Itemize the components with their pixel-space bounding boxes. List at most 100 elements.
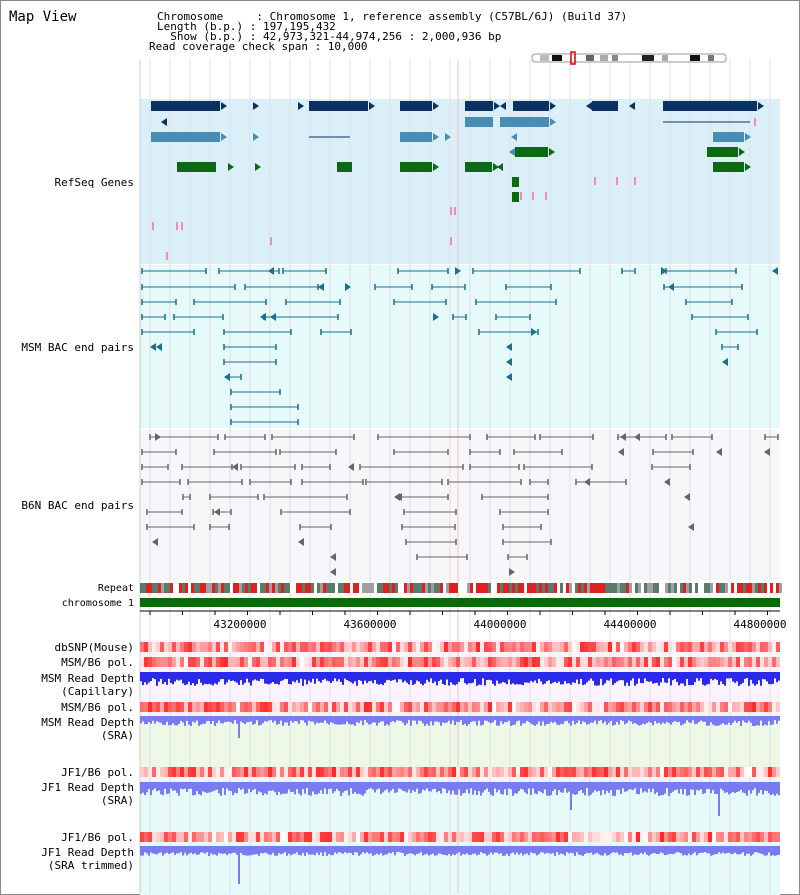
strand-arrow[interactable] — [214, 508, 220, 516]
strand-arrow[interactable] — [500, 102, 506, 110]
ideogram-band[interactable] — [552, 55, 562, 61]
gene-feature[interactable] — [513, 101, 549, 111]
gene-feature[interactable] — [400, 101, 432, 111]
strand-arrow[interactable] — [664, 478, 670, 486]
gene-tick-mark[interactable] — [166, 252, 168, 260]
gene-strand-arrow[interactable] — [433, 163, 439, 171]
strand-arrow[interactable] — [260, 313, 266, 321]
gene-feature[interactable] — [309, 101, 368, 111]
strand-arrow[interactable] — [396, 493, 402, 501]
strand-arrow[interactable] — [330, 553, 336, 561]
gene-feature[interactable] — [707, 147, 738, 157]
gene-tick-mark[interactable] — [545, 192, 547, 200]
strand-arrow[interactable] — [634, 433, 640, 441]
gene-feature[interactable] — [337, 162, 352, 172]
strand-arrow[interactable] — [716, 448, 722, 456]
gene-strand-arrow[interactable] — [221, 133, 227, 141]
strand-arrow[interactable] — [629, 102, 635, 110]
gene-feature[interactable] — [465, 162, 492, 172]
strand-arrow[interactable] — [268, 267, 274, 275]
ideogram-band[interactable] — [662, 55, 668, 61]
gene-strand-arrow[interactable] — [433, 133, 439, 141]
ideogram-band[interactable] — [708, 55, 714, 61]
ideogram-outline[interactable] — [531, 53, 727, 63]
strand-arrow[interactable] — [455, 267, 461, 275]
gene-tick-mark[interactable] — [450, 207, 452, 215]
gene-feature[interactable] — [400, 132, 432, 142]
gene-feature[interactable] — [713, 162, 744, 172]
gene-feature[interactable] — [465, 117, 493, 127]
strand-arrow[interactable] — [298, 538, 304, 546]
gene-tick-mark[interactable] — [181, 222, 183, 230]
strand-arrow[interactable] — [253, 133, 259, 141]
ideogram-band[interactable] — [690, 55, 700, 61]
gene-tick-mark[interactable] — [270, 237, 272, 245]
gene-tick-mark[interactable] — [532, 192, 534, 200]
strand-arrow[interactable] — [509, 148, 515, 156]
strand-arrow[interactable] — [772, 267, 778, 275]
gene-strand-arrow[interactable] — [549, 148, 555, 156]
strand-arrow[interactable] — [156, 343, 162, 351]
strand-arrow[interactable] — [270, 313, 276, 321]
gene-tick-mark[interactable] — [634, 177, 636, 185]
gene-tick-mark[interactable] — [754, 118, 756, 126]
strand-arrow[interactable] — [506, 358, 512, 366]
strand-arrow[interactable] — [348, 463, 354, 471]
gene-tick-mark[interactable] — [152, 222, 154, 230]
strand-arrow[interactable] — [253, 102, 259, 110]
strand-arrow[interactable] — [228, 163, 234, 171]
gene-strand-arrow[interactable] — [494, 102, 500, 110]
strand-arrow[interactable] — [586, 102, 592, 110]
strand-arrow[interactable] — [506, 343, 512, 351]
strand-arrow[interactable] — [531, 328, 537, 336]
ideogram-band[interactable] — [586, 55, 594, 61]
strand-arrow[interactable] — [764, 448, 770, 456]
strand-arrow[interactable] — [620, 433, 626, 441]
gene-feature[interactable] — [512, 192, 519, 202]
strand-arrow[interactable] — [688, 523, 694, 531]
gene-feature[interactable] — [592, 101, 618, 111]
strand-arrow[interactable] — [684, 493, 690, 501]
gene-strand-arrow[interactable] — [493, 163, 499, 171]
gene-tick-mark[interactable] — [454, 207, 456, 215]
strand-arrow[interactable] — [509, 568, 515, 576]
gene-strand-arrow[interactable] — [745, 133, 751, 141]
gene-strand-arrow[interactable] — [745, 163, 751, 171]
strand-arrow[interactable] — [232, 463, 238, 471]
strand-arrow[interactable] — [255, 163, 261, 171]
strand-arrow[interactable] — [150, 343, 156, 351]
strand-arrow[interactable] — [511, 133, 517, 141]
strand-arrow[interactable] — [506, 373, 512, 381]
strand-arrow[interactable] — [722, 358, 728, 366]
strand-arrow[interactable] — [318, 283, 324, 291]
gene-tick-mark[interactable] — [520, 192, 522, 200]
gene-feature[interactable] — [713, 132, 744, 142]
strand-arrow[interactable] — [298, 102, 304, 110]
gene-feature[interactable] — [151, 101, 220, 111]
strand-arrow[interactable] — [584, 478, 590, 486]
strand-arrow[interactable] — [445, 133, 451, 141]
gene-strand-arrow[interactable] — [739, 148, 745, 156]
strand-arrow[interactable] — [224, 373, 230, 381]
ideogram-band[interactable] — [540, 55, 549, 61]
strand-arrow[interactable] — [152, 538, 158, 546]
chromosome-ideogram[interactable] — [531, 51, 727, 65]
strand-arrow[interactable] — [618, 448, 624, 456]
strand-arrow[interactable] — [497, 163, 503, 171]
strand-arrow[interactable] — [668, 283, 674, 291]
gene-feature[interactable] — [512, 177, 519, 187]
strand-arrow[interactable] — [161, 118, 167, 126]
gene-tick-mark[interactable] — [594, 177, 596, 185]
strand-arrow[interactable] — [155, 433, 161, 441]
gene-strand-arrow[interactable] — [221, 102, 227, 110]
gene-tick-mark[interactable] — [616, 177, 618, 185]
gene-feature[interactable] — [400, 162, 432, 172]
gene-feature[interactable] — [500, 117, 549, 127]
gene-strand-arrow[interactable] — [758, 102, 764, 110]
strand-arrow[interactable] — [330, 568, 336, 576]
gene-strand-arrow[interactable] — [433, 102, 439, 110]
strand-arrow[interactable] — [661, 267, 667, 275]
gene-feature[interactable] — [515, 147, 548, 157]
gene-feature[interactable] — [151, 132, 220, 142]
